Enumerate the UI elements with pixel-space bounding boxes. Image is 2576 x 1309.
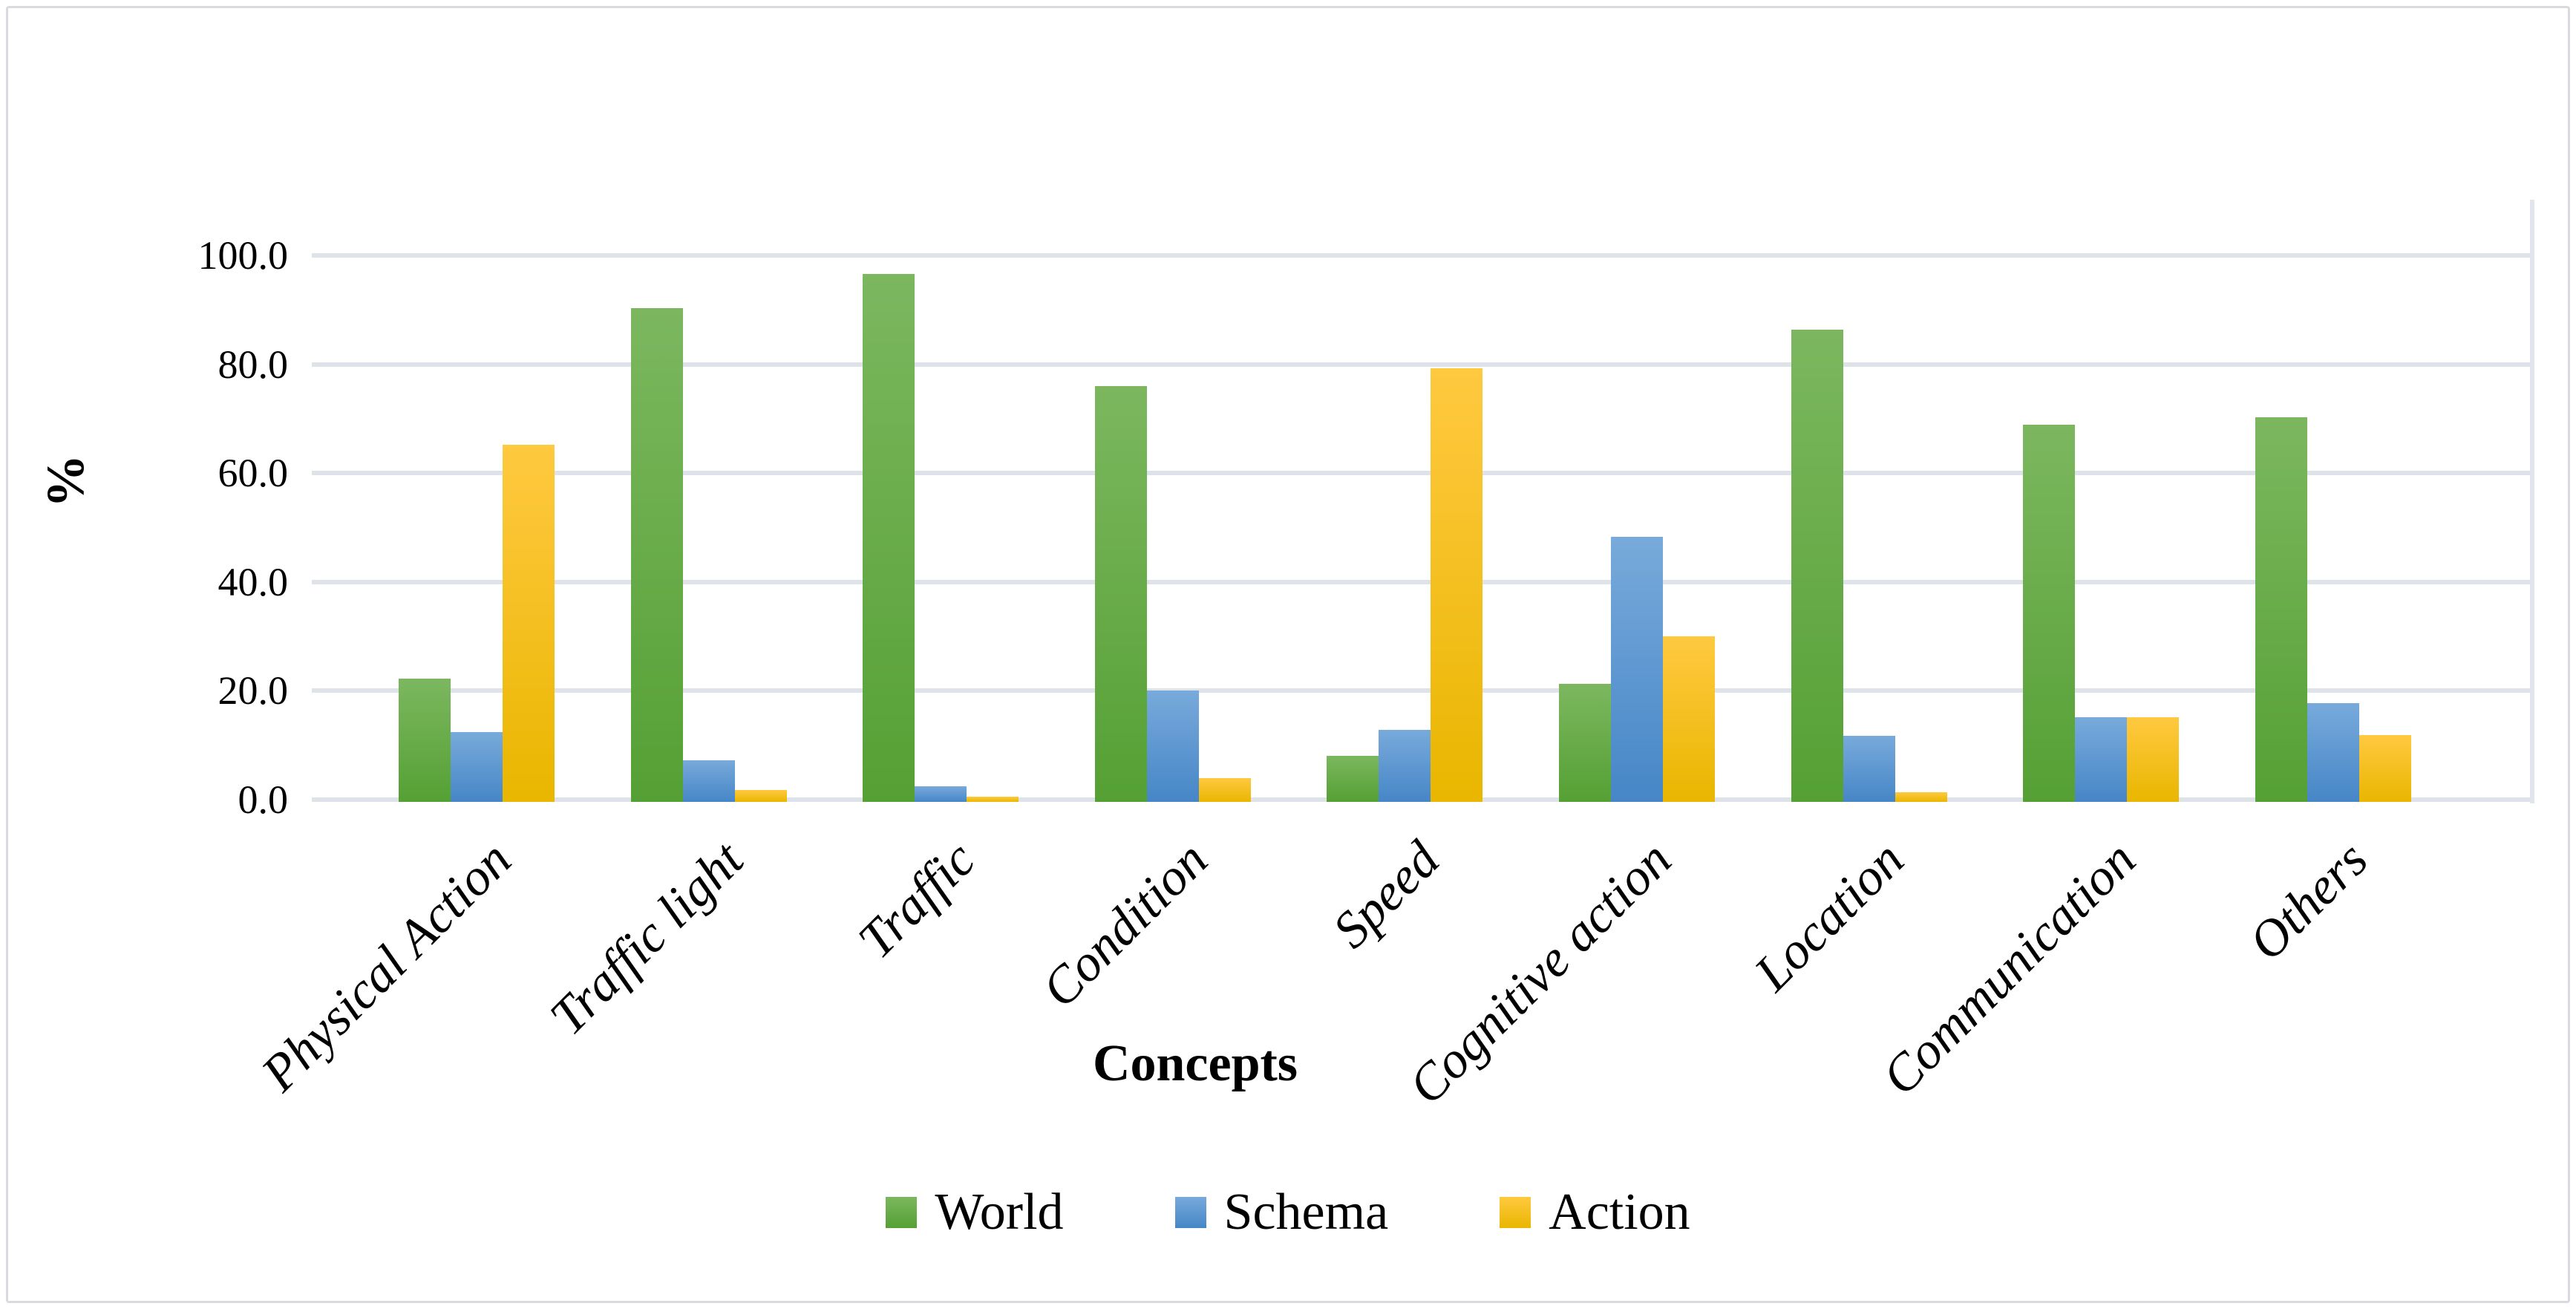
x-category-label-communication: Communication [1871,831,2147,1106]
bar-schema-cognitive-action [1611,537,1663,802]
gridline-40.0 [312,579,2530,584]
bar-schema-traffic-light [682,760,735,802]
bar-action-location [1895,792,1947,802]
y-axis-title: % [36,454,95,508]
x-category-label-speed: Speed [1322,831,1451,959]
gridline-20.0 [312,688,2530,693]
legend-item-action: Action [1500,1186,1690,1238]
legend-label-schema: Schema [1223,1184,1389,1241]
gridline-100.0 [312,253,2530,258]
bar-schema-speed [1379,730,1431,802]
legend-label-action: Action [1549,1184,1690,1241]
bar-schema-physical-action [451,732,503,802]
bar-action-cognitive-action [1663,636,1715,802]
bar-schema-condition [1146,691,1199,802]
legend-item-world: World [886,1184,1064,1241]
x-category-label-traffic-light: Traffic light [539,831,755,1046]
bar-world-physical-action [399,679,451,802]
x-category-label-others: Others [2238,831,2379,972]
x-category-label-physical-action: Physical Action [251,831,523,1103]
plot-right-border [2530,200,2534,803]
legend-swatch-action [1500,1197,1531,1228]
gridline-60.0 [312,471,2530,476]
x-category-label-condition: Condition [1030,831,1219,1019]
y-tick-label-60.0: 60.0 [218,451,289,496]
x-category-label-location: Location [1743,831,1915,1002]
gridline-80.0 [312,362,2530,367]
legend-label-world: World [935,1184,1064,1241]
bar-schema-communication [2075,716,2128,802]
bar-schema-location [1843,735,1895,802]
bar-world-others [2255,417,2307,802]
x-axis-title: Concepts [1092,1035,1298,1092]
bar-action-speed [1431,368,1483,802]
bar-action-others [2358,734,2411,802]
bar-action-traffic [967,797,1019,802]
x-category-label-traffic: Traffic [848,831,987,970]
bar-world-speed [1327,756,1379,802]
legend: World Schema Action [0,1179,2576,1246]
bar-world-cognitive-action [1559,683,1611,802]
bar-action-condition [1198,778,1251,802]
bar-action-traffic-light [734,789,787,802]
bar-world-traffic [863,274,915,802]
bar-world-communication [2023,424,2076,802]
bar-schema-others [2307,702,2359,802]
legend-item-schema: Schema [1174,1184,1389,1241]
legend-swatch-world [886,1197,918,1228]
y-tick-label-80.0: 80.0 [218,342,289,387]
y-tick-label-20.0: 20.0 [218,668,289,714]
legend-swatch-schema [1174,1197,1206,1228]
bar-world-condition [1094,386,1147,802]
y-tick-label-40.0: 40.0 [218,559,289,604]
bar-schema-traffic [915,786,967,802]
y-tick-label-100.0: 100.0 [197,233,289,278]
bar-action-physical-action [503,445,555,802]
bar-action-communication [2127,716,2180,802]
bar-world-traffic-light [630,307,683,802]
y-tick-label-0.0: 0.0 [238,777,289,822]
bar-world-location [1791,330,1843,802]
figure-border [6,6,2570,1303]
